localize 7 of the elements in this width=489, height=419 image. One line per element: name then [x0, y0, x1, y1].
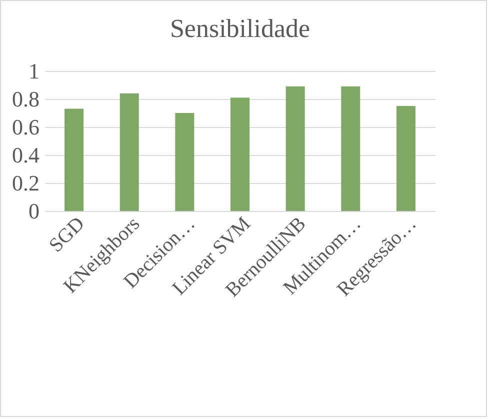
- y-tick-label: 0.6: [12, 114, 40, 140]
- y-tick-label: 1: [28, 58, 40, 84]
- y-tick-label: 0.4: [12, 142, 40, 168]
- chart-title: Sensibilidade: [170, 14, 310, 43]
- y-tick-label: 0.2: [12, 170, 40, 196]
- y-tick-label: 0: [28, 198, 40, 224]
- y-tick-label: 0.8: [12, 86, 40, 112]
